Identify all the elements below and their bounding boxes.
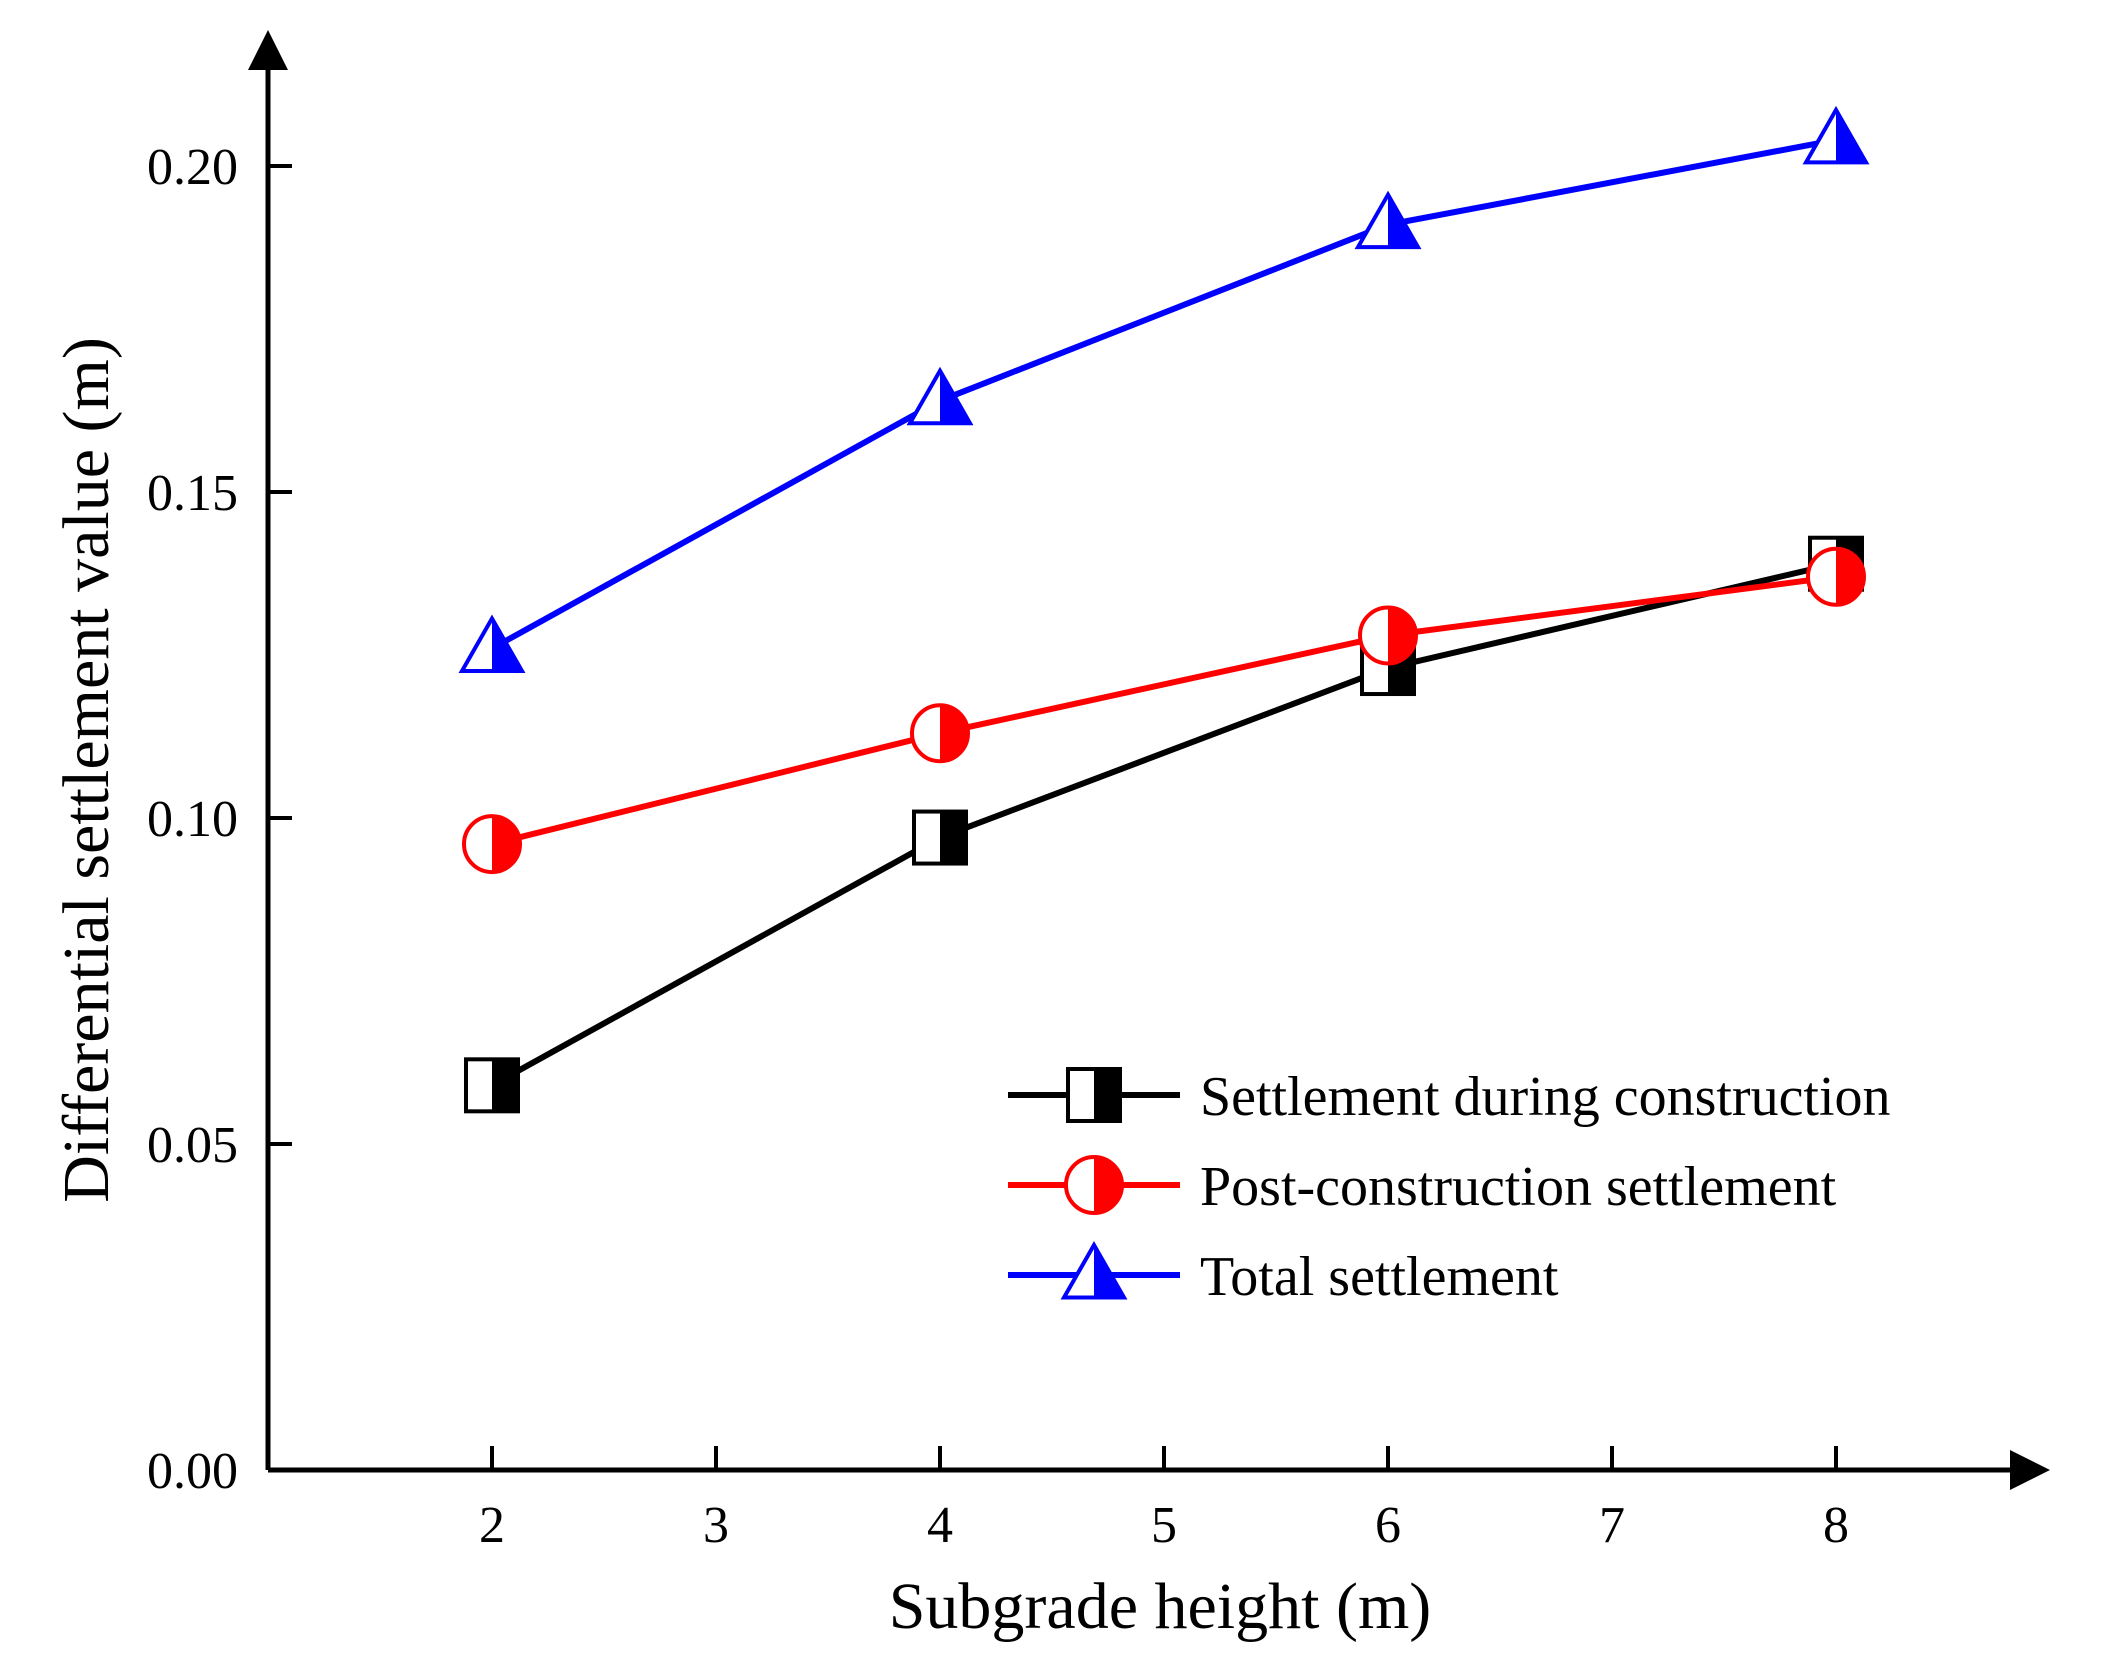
data-point xyxy=(458,614,526,673)
y-axis-title: Differential settlement value (m) xyxy=(50,337,123,1203)
legend: Settlement during construction Post-const… xyxy=(1008,1066,1891,1308)
marker-fill xyxy=(1388,607,1416,664)
marker-fill xyxy=(1094,1157,1122,1213)
y-tick-label: 0.10 xyxy=(147,791,238,848)
x-tick-label: 4 xyxy=(927,1497,953,1554)
series-line-2 xyxy=(490,136,1837,652)
y-tick-label: 0.20 xyxy=(147,139,238,196)
data-point xyxy=(1802,105,1870,165)
legend-item: Total settlement xyxy=(1008,1240,1559,1308)
legend-label: Total settlement xyxy=(1200,1246,1559,1308)
data-point xyxy=(462,814,522,875)
series-lines xyxy=(490,136,1837,1088)
x-axis-title: Subgrade height (m) xyxy=(889,1570,1432,1643)
legend-marker xyxy=(1060,1240,1128,1300)
y-tick-label: 0.05 xyxy=(147,1117,238,1174)
axes: 2 3 4 5 6 7 8 0.00 0.05 0.10 0.15 0.20 xyxy=(147,30,2050,1554)
marker-fill xyxy=(940,811,966,864)
marker-fill xyxy=(492,618,522,671)
x-axis-arrow xyxy=(2010,1450,2050,1490)
y-tick-label: 0.00 xyxy=(147,1443,238,1500)
data-point xyxy=(910,703,970,764)
legend-marker xyxy=(1066,1067,1122,1123)
x-tick-label: 6 xyxy=(1375,1497,1401,1554)
marker-fill xyxy=(1836,548,1865,605)
data-point xyxy=(1358,605,1418,666)
x-tick-label: 2 xyxy=(479,1497,505,1554)
marker-fill xyxy=(492,816,521,873)
marker-fill xyxy=(940,370,970,424)
series-line-0 xyxy=(490,560,1837,1088)
x-tick-label: 5 xyxy=(1151,1497,1177,1554)
data-point xyxy=(1354,190,1422,250)
legend-label: Post-construction settlement xyxy=(1200,1156,1837,1218)
series-line-1 xyxy=(491,573,1837,847)
marker-fill xyxy=(1836,109,1866,163)
legend-marker xyxy=(1064,1155,1124,1215)
x-tick-label: 8 xyxy=(1823,1497,1849,1554)
marker-fill xyxy=(492,1059,518,1112)
y-tick-label: 0.15 xyxy=(147,465,238,522)
data-point xyxy=(1806,546,1866,607)
data-point xyxy=(464,1057,520,1114)
x-tick-label: 3 xyxy=(703,1497,729,1554)
marker-fill xyxy=(940,705,969,762)
legend-item: Post-construction settlement xyxy=(1008,1155,1837,1218)
y-axis-arrow xyxy=(248,30,288,70)
marker-fill xyxy=(1388,194,1418,248)
marker-fill xyxy=(1094,1069,1120,1121)
marker-fill xyxy=(1094,1245,1124,1298)
x-tick-label: 7 xyxy=(1599,1497,1625,1554)
legend-label: Settlement during construction xyxy=(1200,1066,1891,1128)
series-markers xyxy=(458,105,1870,1114)
data-point xyxy=(906,366,974,426)
data-point xyxy=(912,809,968,866)
legend-item: Settlement during construction xyxy=(1008,1066,1891,1128)
